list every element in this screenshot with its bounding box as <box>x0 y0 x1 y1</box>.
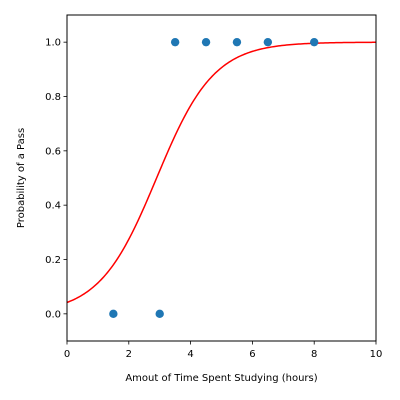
x-tick-label: 6 <box>249 349 255 360</box>
y-tick-label: 0.0 <box>45 309 61 320</box>
x-tick-label: 10 <box>370 349 383 360</box>
y-axis: 0.0 0.2 0.4 0.6 0.8 1.0 <box>45 38 67 320</box>
y-tick-label: 0.6 <box>45 146 61 157</box>
scatter-point <box>155 309 164 319</box>
logistic-curve <box>66 41 377 304</box>
scatter-point <box>263 37 273 47</box>
x-axis-label: Amout of Time Spent Studying (hours) <box>125 373 317 384</box>
y-tick-label: 0.8 <box>45 92 61 103</box>
y-tick-label: 1.0 <box>45 38 61 49</box>
scatter-point <box>232 37 242 47</box>
scatter-point <box>170 37 180 47</box>
scatter-point <box>201 37 211 47</box>
y-axis-label: Probability of a Pass <box>16 128 27 228</box>
x-tick-label: 2 <box>126 349 132 360</box>
plot-frame <box>66 14 377 342</box>
x-axis: 0 2 4 6 8 10 <box>64 341 383 360</box>
x-tick-label: 8 <box>311 349 317 360</box>
plot-area <box>66 37 377 319</box>
x-tick-label: 4 <box>187 349 193 360</box>
scatter-point <box>109 309 118 319</box>
y-tick-label: 0.4 <box>45 201 61 212</box>
y-tick-label: 0.2 <box>45 255 61 266</box>
x-tick-label: 0 <box>64 349 70 360</box>
scatter-point <box>310 37 319 47</box>
